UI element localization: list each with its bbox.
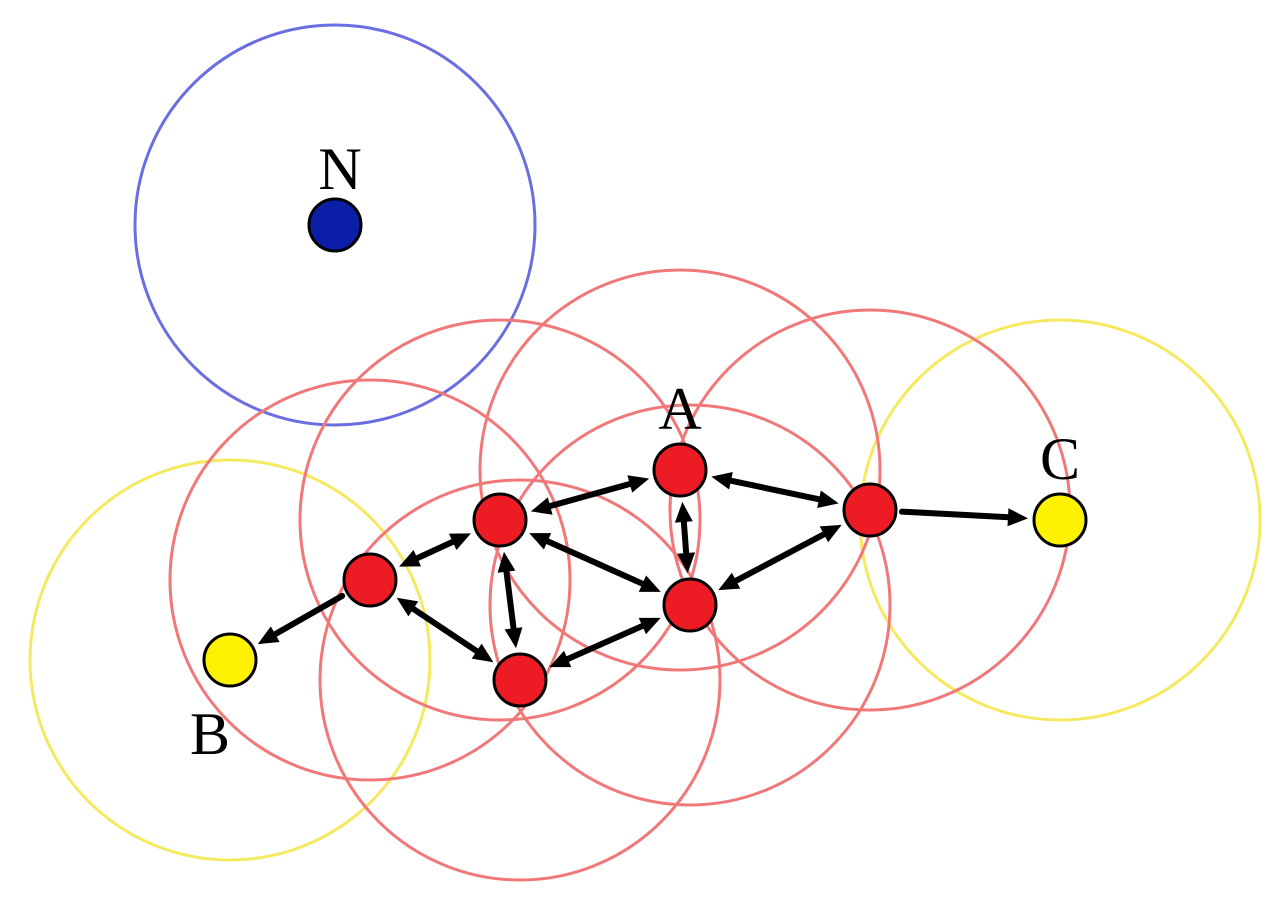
label-c: C [1040, 426, 1080, 492]
edge-r6-c [902, 508, 1028, 526]
node-r1 [344, 554, 396, 606]
label-a: A [658, 376, 701, 442]
edge-r5-r6 [718, 525, 841, 590]
node-b [204, 634, 256, 686]
edge-r2-r5 [529, 533, 661, 592]
network-diagram: N B C A [0, 0, 1280, 923]
node-n [309, 199, 361, 251]
label-n: N [318, 136, 361, 202]
node-r5 [664, 579, 716, 631]
node-r6 [844, 484, 896, 536]
node-r3 [494, 654, 546, 706]
edge-r1-r2 [399, 533, 471, 566]
label-b: B [190, 701, 230, 767]
node-a [654, 444, 706, 496]
node-r2 [474, 494, 526, 546]
edge-a-r6 [711, 472, 838, 508]
node-c [1034, 494, 1086, 546]
edge-r2-r3 [498, 552, 523, 648]
edge-r1-r3 [397, 598, 494, 662]
